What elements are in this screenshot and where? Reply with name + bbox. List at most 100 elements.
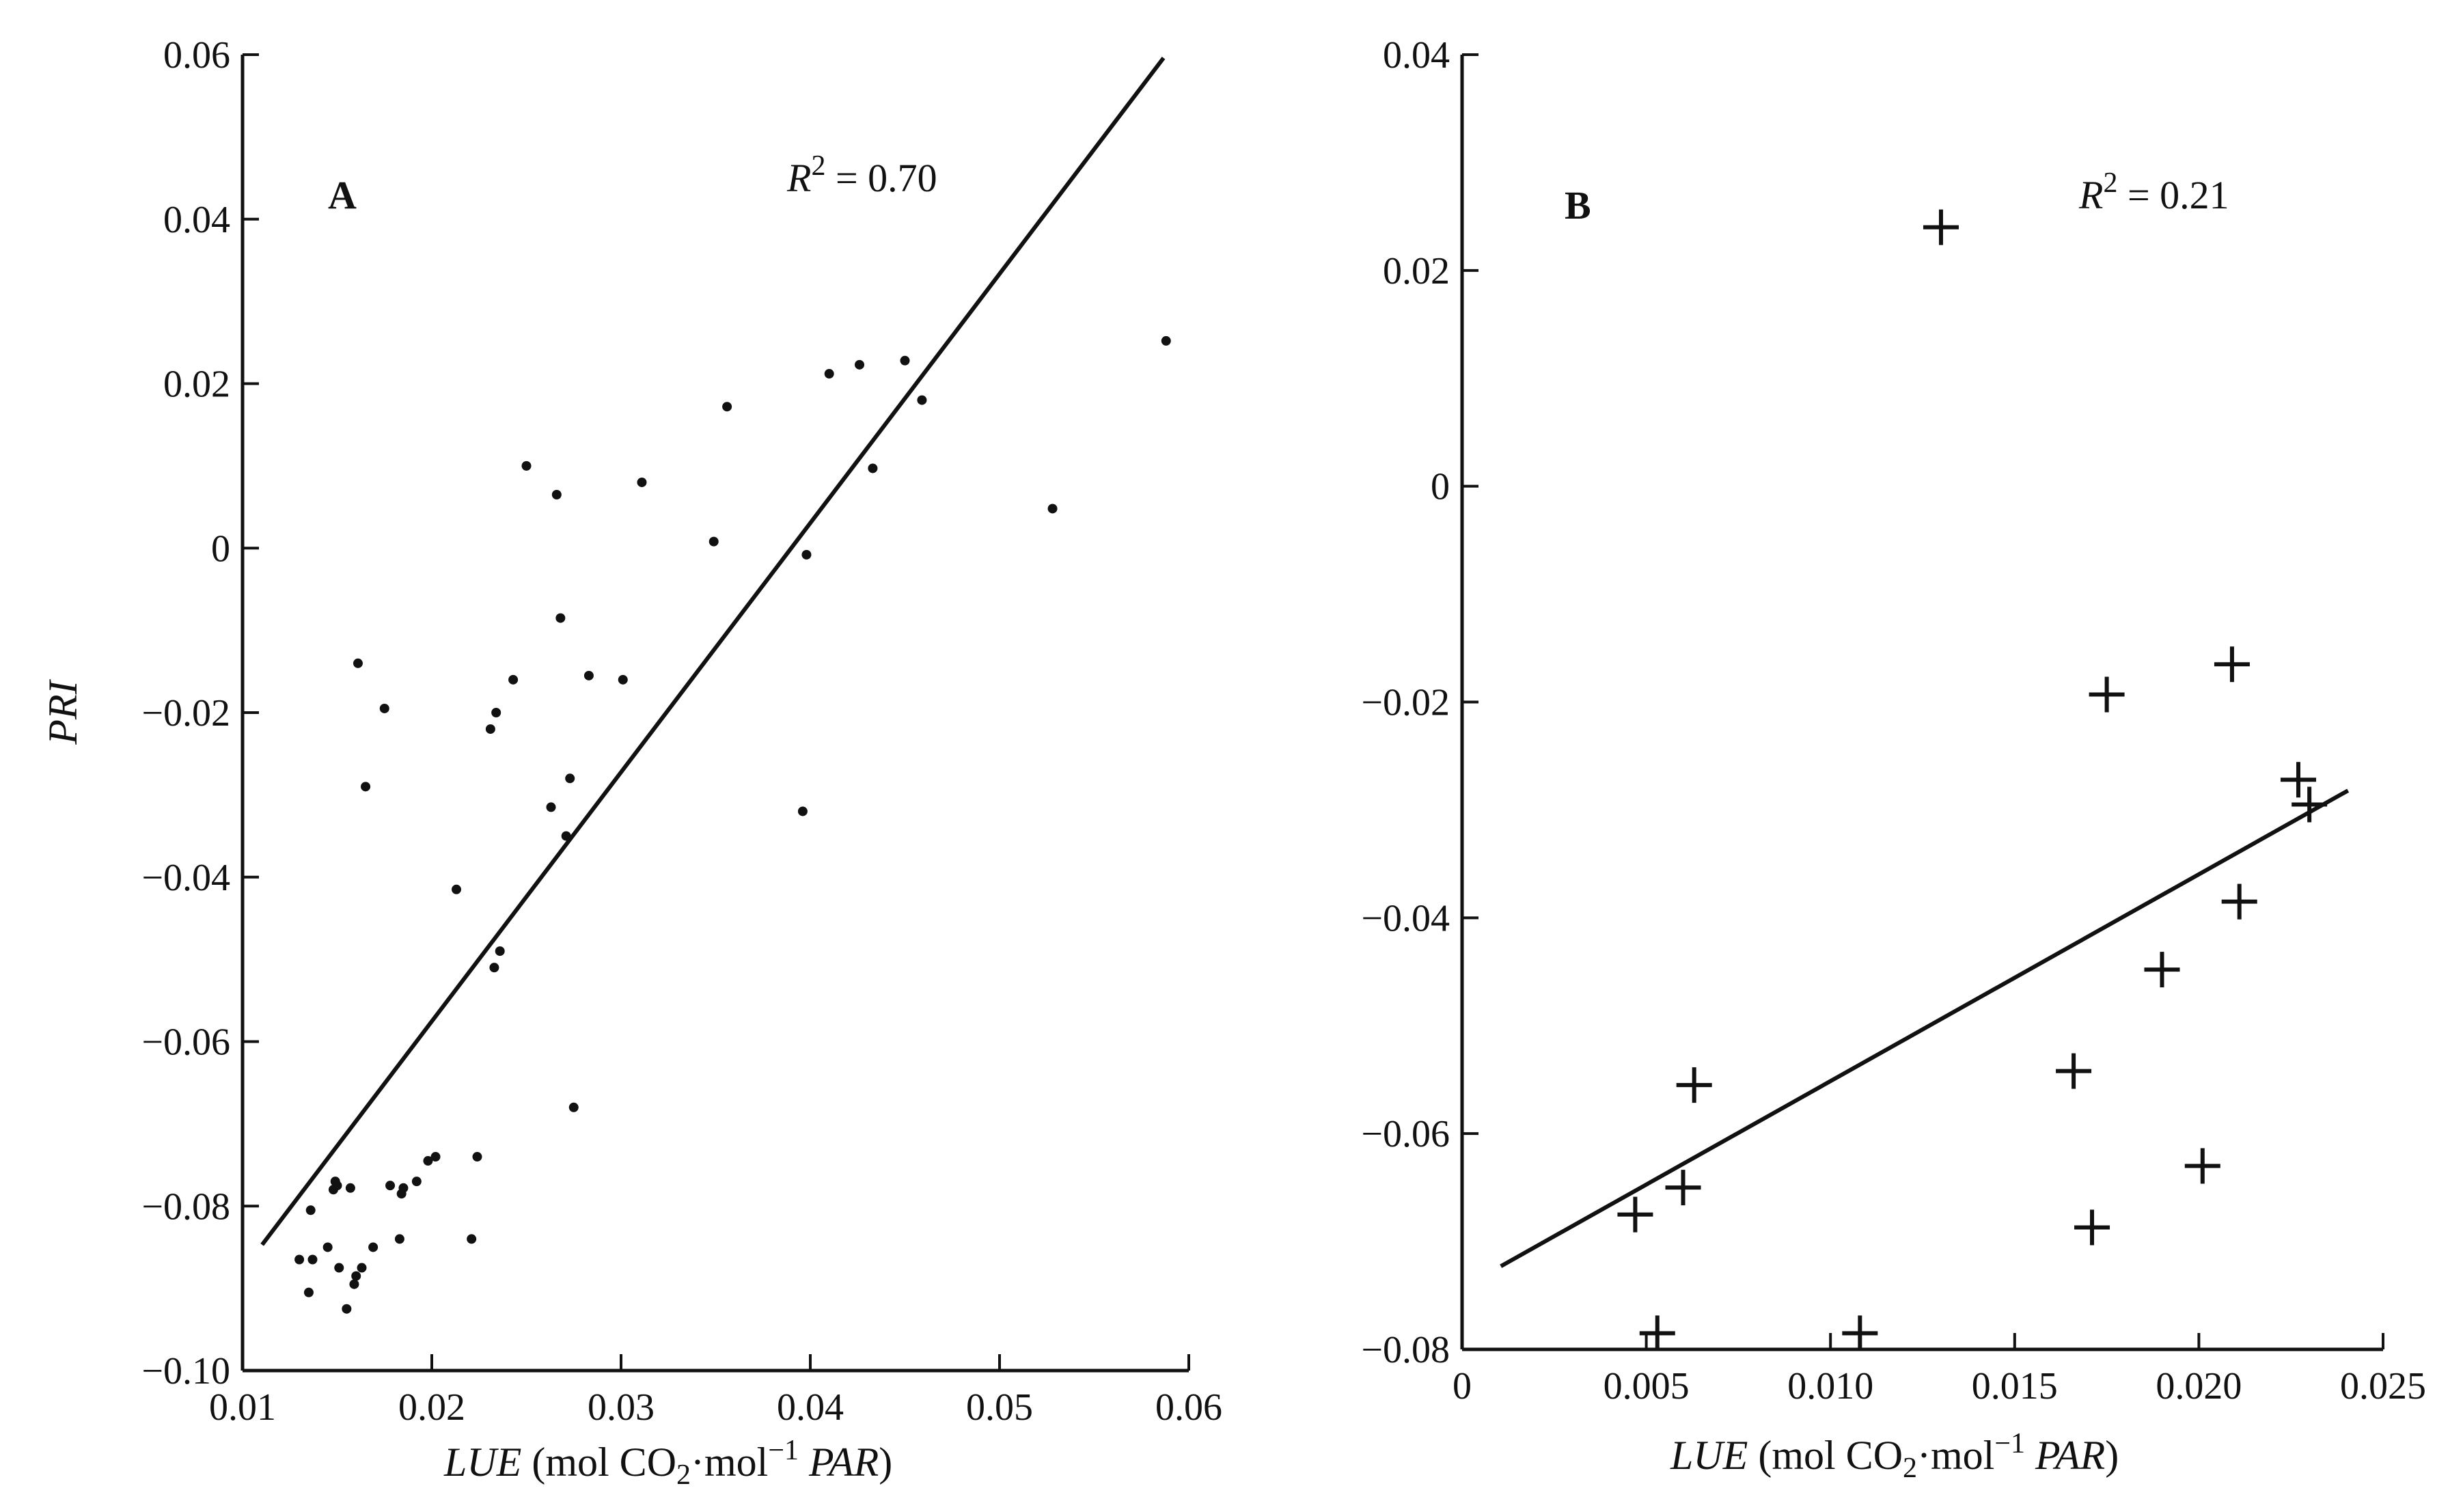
data-point <box>411 1177 422 1187</box>
panel-b-x-tick-label: 0.025 <box>2340 1365 2426 1407</box>
data-point <box>430 1152 441 1162</box>
data-point <box>307 1254 318 1265</box>
data-point <box>1923 209 1959 245</box>
data-point <box>353 658 363 668</box>
panel-b-y-tick-label: −0.08 <box>1361 1329 1450 1371</box>
data-point <box>467 1234 477 1244</box>
panel-a-x-title-sub: 2 <box>676 1459 691 1491</box>
panel-b-x-tick-label: 0 <box>1453 1365 1472 1407</box>
panel-b-x-title-unit-2: ·mol <box>1917 1433 1994 1478</box>
panel-b-y-tick-label: −0.02 <box>1361 682 1450 724</box>
panel-a-trendline <box>260 57 1166 1246</box>
data-point <box>708 536 719 547</box>
data-point <box>332 1181 342 1191</box>
data-point <box>583 670 594 681</box>
data-point <box>1842 1315 1878 1351</box>
panel-a-y-tick-label: 0.02 <box>163 363 230 406</box>
data-point <box>555 613 566 623</box>
panel-a-y-axis-title: PRI <box>40 678 85 745</box>
panel-b-y-tick-label: 0 <box>1431 466 1450 508</box>
panel-b-x-title-par: PAR <box>2025 1433 2105 1478</box>
panel-a-y-tick-label: 0 <box>211 527 230 570</box>
data-point <box>322 1242 333 1252</box>
data-point <box>1047 504 1058 514</box>
data-point <box>868 463 878 473</box>
data-point <box>2056 1053 2092 1089</box>
data-point <box>489 963 499 973</box>
panel-b-points <box>1617 209 2328 1351</box>
panel-b-y-tick-label: 0.02 <box>1383 250 1450 292</box>
panel-a-y-tick-label: −0.02 <box>141 692 230 734</box>
data-point <box>855 359 865 370</box>
data-point <box>351 1271 361 1281</box>
data-point <box>334 1263 344 1273</box>
panel-a-y-ticks: −0.10 −0.08 −0.06 −0.04 −0.02 0 0.02 0.04 0.06 <box>141 34 259 1392</box>
panel-a-x-title-lue: LUE <box>443 1440 521 1485</box>
data-point <box>1617 1196 1653 1233</box>
data-point <box>797 806 808 816</box>
panel-a-label: A <box>328 173 357 217</box>
panel-a-r2: R2 = 0.70 <box>786 150 937 200</box>
data-point <box>357 1263 367 1273</box>
panel-b-trendline <box>1500 788 2350 1268</box>
data-point <box>917 395 927 405</box>
data-point <box>495 946 505 957</box>
panel-a-x-title-close: ) <box>879 1440 892 1485</box>
data-point <box>1161 335 1171 346</box>
panel-b-r2-symbol: R <box>2078 173 2103 217</box>
data-point <box>508 674 519 685</box>
data-point <box>1639 1315 1675 1351</box>
panel-b-x-title-close: ) <box>2105 1433 2119 1478</box>
data-point <box>379 703 389 713</box>
data-point <box>1676 1067 1712 1103</box>
panel-a-x-ticks: 0.01 0.02 0.03 0.04 0.05 0.06 <box>209 1354 1222 1429</box>
data-point <box>568 1102 579 1112</box>
panel-a-x-tick-label: 0.06 <box>1155 1386 1222 1429</box>
data-point <box>303 1287 314 1297</box>
panel-b-x-ticks: 0 0.005 0.010 0.015 0.020 0.025 <box>1453 1333 2426 1407</box>
data-point <box>2280 762 2316 798</box>
panel-b-x-tick-label: 0.020 <box>2156 1365 2242 1407</box>
panel-b-r2: R2 = 0.21 <box>2078 167 2229 217</box>
data-point <box>294 1254 305 1265</box>
panel-a: −0.10 −0.08 −0.06 −0.04 −0.02 0 0.02 0.04 0.06 0… <box>40 34 1222 1491</box>
data-point <box>618 674 628 685</box>
panel-a-x-title-sup: −1 <box>768 1435 799 1466</box>
panel-b-x-title-sub: 2 <box>1903 1453 1917 1484</box>
panel-b-x-title-lue: LUE <box>1670 1433 1748 1478</box>
data-point <box>398 1183 409 1193</box>
panel-b-x-title-unit-1: (mol CO <box>1748 1433 1903 1478</box>
panel-a-x-title-unit-2: ·mol <box>691 1440 768 1485</box>
data-point <box>491 708 501 717</box>
panel-a-x-title-unit-1: (mol CO <box>521 1440 676 1485</box>
panel-a-y-tick-label: 0.04 <box>163 199 230 241</box>
panel-b-y-ticks: −0.08 −0.06 −0.04 −0.02 0 0.02 0.04 <box>1361 34 1478 1371</box>
data-point <box>368 1242 379 1252</box>
panel-a-r2-value: = 0.70 <box>825 156 937 200</box>
data-point <box>565 773 575 784</box>
panel-a-points <box>294 335 1171 1314</box>
panel-b-y-tick-label: 0.04 <box>1383 34 1450 77</box>
data-point <box>551 490 562 500</box>
data-point <box>637 477 647 487</box>
panel-a-y-tick-label: 0.06 <box>163 34 230 77</box>
panel-b-r2-value: = 0.21 <box>2117 173 2229 217</box>
data-point <box>423 1156 433 1166</box>
data-point <box>2214 646 2250 683</box>
data-point <box>2221 883 2257 920</box>
data-point <box>2184 1148 2220 1184</box>
data-point <box>546 802 556 812</box>
panel-a-y-tick-label: −0.10 <box>141 1350 230 1392</box>
panel-a-x-tick-label: 0.01 <box>209 1386 276 1429</box>
panel-b-x-tick-label: 0.005 <box>1604 1365 1690 1407</box>
data-point <box>394 1234 404 1244</box>
data-point <box>349 1279 359 1289</box>
panel-b-x-tick-label: 0.015 <box>1972 1365 2058 1407</box>
data-point <box>345 1183 355 1193</box>
panel-b: −0.08 −0.06 −0.04 −0.02 0 0.02 0.04 0 0.005 0.01… <box>1361 34 2426 1484</box>
panel-a-x-tick-label: 0.04 <box>777 1386 844 1429</box>
data-point <box>521 461 532 471</box>
data-point <box>305 1205 316 1215</box>
panel-b-label: B <box>1565 183 1591 228</box>
